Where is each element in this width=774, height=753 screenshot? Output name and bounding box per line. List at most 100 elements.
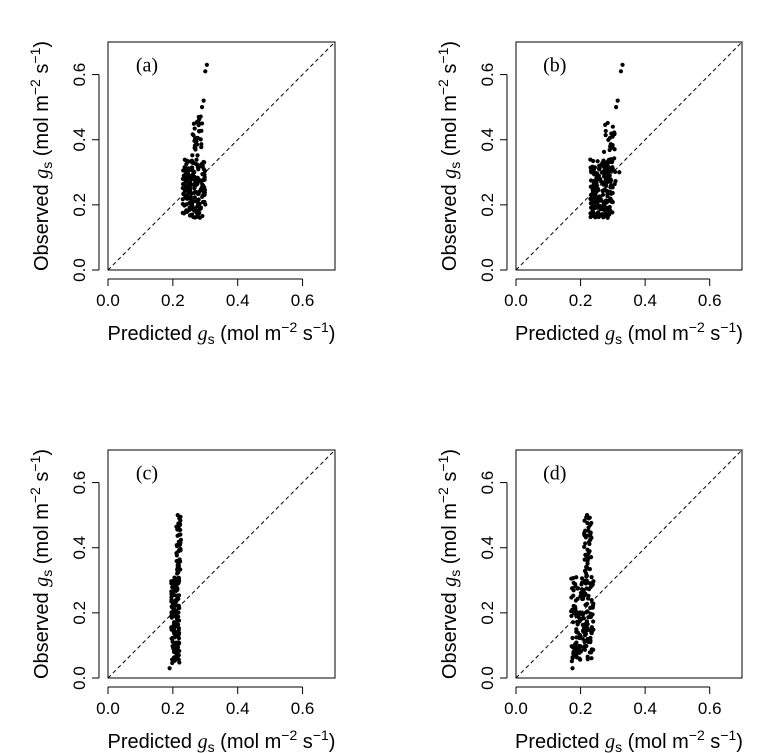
data-point (588, 640, 593, 645)
data-point (174, 654, 179, 659)
data-point (605, 179, 611, 184)
data-point (587, 549, 592, 554)
axis-title-prefix: Predicted (108, 731, 198, 753)
data-point (176, 636, 182, 641)
x-tick-label: 0.0 (96, 291, 120, 310)
data-point (176, 657, 181, 662)
data-point (570, 635, 575, 641)
x-tick-label: 0.6 (291, 291, 315, 310)
data-point (608, 158, 613, 163)
data-point (589, 656, 594, 661)
data-point (197, 210, 202, 216)
data-point (196, 114, 201, 120)
data-point (591, 579, 596, 584)
x-tick-label: 0.0 (504, 699, 528, 718)
data-point (583, 552, 588, 557)
data-point (608, 185, 613, 190)
axis-title-subscript: s (208, 331, 215, 347)
data-point (591, 158, 596, 164)
plot-frame (515, 449, 743, 679)
axis-title-unit: ) (31, 449, 53, 456)
data-point (575, 596, 580, 601)
data-point (586, 516, 591, 521)
data-point (175, 513, 180, 518)
data-point (176, 580, 181, 586)
data-point (584, 513, 590, 518)
data-point (576, 619, 581, 624)
axis-title-exponent: −1 (313, 727, 329, 743)
data-point (610, 124, 615, 129)
data-point (571, 603, 576, 609)
data-point (193, 147, 198, 152)
data-point (177, 648, 182, 654)
plot-frame (107, 41, 336, 271)
data-point (574, 613, 579, 619)
data-point (170, 635, 175, 640)
data-point (176, 521, 181, 526)
axis-title-exponent: −1 (27, 455, 43, 471)
data-point (583, 541, 588, 546)
data-point (595, 200, 600, 205)
data-point (191, 133, 196, 138)
plot-frame (107, 449, 336, 679)
data-point (576, 586, 581, 591)
axis-title-subscript: s (615, 331, 622, 347)
data-point (585, 561, 590, 566)
y-tick-label: 0.6 (70, 63, 89, 87)
data-point (588, 178, 594, 183)
data-point (186, 191, 191, 196)
data-point (584, 564, 589, 570)
y-axis-title: Observed gs (mol m−2 s−1) (435, 449, 463, 679)
data-point (592, 194, 597, 200)
reference-line-1-1 (107, 449, 336, 679)
data-point (195, 175, 200, 180)
data-point (178, 548, 183, 553)
data-point (607, 212, 612, 217)
panel-label: (b) (543, 54, 566, 76)
data-point (203, 69, 208, 74)
data-point (591, 211, 596, 216)
data-point (596, 210, 601, 215)
data-point (589, 535, 594, 540)
data-point (589, 629, 594, 635)
data-point (169, 615, 174, 620)
data-point (592, 184, 597, 190)
data-point (580, 636, 585, 641)
x-tick-label: 0.4 (226, 699, 250, 718)
data-point (605, 161, 610, 166)
axis-title-subscript: s (615, 739, 622, 753)
y-axis-title: Observed gs (mol m−2 s−1) (27, 41, 55, 271)
axis-title-unit: (mol m (31, 95, 53, 162)
data-point (170, 639, 175, 644)
axis-title-exponent: −1 (720, 319, 736, 335)
data-point (586, 593, 591, 598)
data-point (197, 215, 202, 220)
data-point (570, 655, 575, 661)
axis-title-unit: ) (736, 731, 743, 753)
axis-title-unit: ) (439, 41, 461, 48)
data-point (182, 165, 187, 170)
axis-title-unit: ) (329, 323, 336, 345)
x-tick-label: 0.2 (161, 699, 185, 718)
data-point (198, 205, 203, 210)
data-point (192, 138, 197, 144)
data-point (196, 129, 202, 134)
data-point (176, 575, 181, 580)
axis-title-exponent: −2 (435, 487, 451, 503)
axis-title-symbol: g (31, 169, 53, 179)
data-point (195, 153, 200, 158)
axis-title-prefix: Observed (439, 587, 461, 679)
data-point (174, 542, 179, 548)
data-point (176, 627, 181, 633)
data-point (177, 605, 182, 611)
data-point (181, 168, 186, 173)
axis-title-exponent: −2 (689, 727, 705, 743)
data-point (600, 192, 606, 197)
axis-title-unit: s (705, 731, 721, 753)
y-tick-label: 0.0 (70, 258, 89, 282)
y-tick-label: 0.6 (478, 63, 497, 87)
axis-title-unit: s (31, 472, 53, 488)
reference-line-1-1 (515, 41, 743, 271)
data-point (620, 62, 625, 67)
